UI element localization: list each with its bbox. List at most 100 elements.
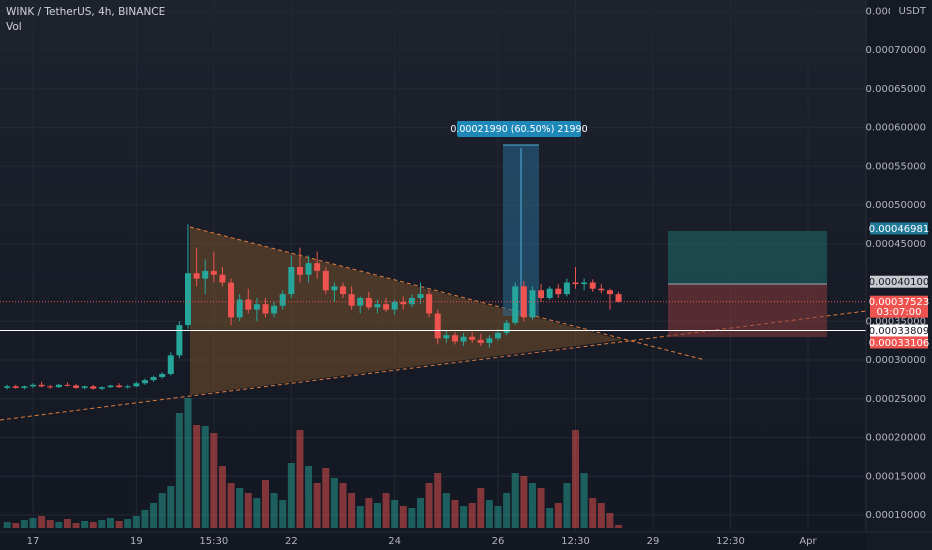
candle-body	[538, 290, 545, 299]
candle-body	[150, 377, 157, 381]
volume-bar	[330, 478, 338, 528]
volume-bar	[262, 480, 270, 528]
candle-body	[460, 336, 467, 342]
candle-body	[408, 298, 415, 305]
candle-body	[228, 282, 235, 318]
volume-bar	[382, 493, 390, 528]
candle-body	[73, 385, 80, 388]
volume-bar	[81, 521, 89, 528]
price-label-box	[870, 275, 928, 288]
volume-bar	[107, 518, 115, 528]
y-tick-label: 0.00025000	[866, 394, 926, 405]
volume-bar	[356, 506, 364, 528]
long-stop-zone	[668, 284, 827, 337]
candle-body	[322, 270, 329, 291]
candle-body	[615, 294, 622, 302]
volume-bar	[20, 520, 28, 528]
volume-bar	[313, 483, 321, 528]
measure-label-box	[457, 121, 581, 137]
x-tick-label: 24	[388, 536, 401, 547]
candle-body	[193, 273, 200, 279]
volume-bar	[554, 503, 562, 528]
candle-body	[477, 339, 484, 343]
candle-body	[391, 301, 398, 310]
price-label: 0.00033106	[869, 338, 929, 349]
candle-body	[288, 267, 295, 295]
candle-body	[563, 282, 570, 295]
candle-body	[279, 294, 286, 306]
axis-labels: 0.00010000 0.00015000 0.00020000 0.00025000…	[27, 6, 930, 547]
volume-bar	[72, 523, 80, 528]
x-tick-label: 26	[492, 536, 505, 547]
price-label: 0.00040100	[869, 277, 929, 288]
candle-body	[219, 274, 226, 283]
volume-bar	[537, 488, 545, 528]
candle-body	[159, 373, 166, 378]
candle-body	[340, 286, 347, 295]
volume-bar	[589, 498, 597, 528]
volume-bar	[184, 398, 192, 528]
x-tick-label: 19	[130, 536, 143, 547]
volume-bar	[563, 483, 571, 528]
candle-body	[296, 267, 303, 275]
candle-body	[271, 305, 278, 314]
volume-bar	[132, 516, 140, 528]
volume-bar	[12, 523, 20, 528]
trendline-upper	[189, 226, 706, 361]
y-unit: USDT	[899, 6, 927, 17]
y-tick-label: 0.00055000	[866, 161, 926, 172]
candle-body	[55, 384, 62, 388]
candle-body	[107, 385, 114, 388]
price-label: 0.00046981	[869, 224, 929, 235]
candle-body	[469, 336, 476, 340]
candle-body	[555, 288, 562, 295]
volume-bar	[141, 510, 149, 528]
volume-bar	[124, 519, 132, 528]
candle-body	[98, 387, 105, 389]
candle-body	[495, 332, 502, 339]
volume-bar	[305, 466, 313, 528]
volume-bar	[511, 473, 519, 528]
volume-label: Vol	[6, 21, 22, 33]
candle-body	[133, 383, 140, 387]
volume-bar	[520, 476, 528, 528]
candle-body	[81, 386, 88, 388]
volume-bar	[270, 493, 278, 528]
marks	[0, 224, 866, 528]
candle-body	[598, 288, 605, 291]
candle-body	[486, 338, 493, 343]
volume-bar	[279, 500, 287, 528]
volume-bar	[477, 488, 485, 528]
volume-bar	[3, 522, 11, 528]
candle-body	[236, 299, 243, 318]
price-label-box	[870, 295, 928, 318]
candle-body	[451, 335, 458, 342]
y-tick-label: 0.00050000	[866, 200, 926, 211]
candle-body	[520, 286, 527, 318]
candle-body	[21, 386, 28, 388]
y-tick-label: 0.00035000	[866, 316, 926, 327]
candle-body	[202, 270, 209, 279]
volume-bar	[468, 503, 476, 528]
volume-bar	[244, 493, 252, 528]
volume-bar	[150, 503, 158, 528]
y-tick-label: 0.00060000	[866, 123, 926, 134]
candle-body	[606, 290, 613, 295]
x-tick-label: 22	[285, 536, 298, 547]
candle-body	[253, 304, 260, 310]
volume-bar	[55, 522, 63, 528]
price-label: 0.00037523	[869, 297, 929, 308]
volume-bar	[391, 500, 399, 528]
x-tick-label: 29	[647, 536, 660, 547]
chart-title: WINK / TetherUS, 4h, BINANCE	[6, 6, 165, 18]
candle-body	[38, 384, 45, 387]
volume-bar	[348, 493, 356, 528]
y-tick-label: 0.00045000	[866, 239, 926, 250]
volume-bar	[494, 506, 502, 528]
x-tick-label: 12:30	[561, 536, 590, 547]
y-tick-label: 0.00030000	[866, 355, 926, 366]
candle-body	[90, 386, 97, 389]
y-tick-label: 0.00015000	[866, 471, 926, 482]
